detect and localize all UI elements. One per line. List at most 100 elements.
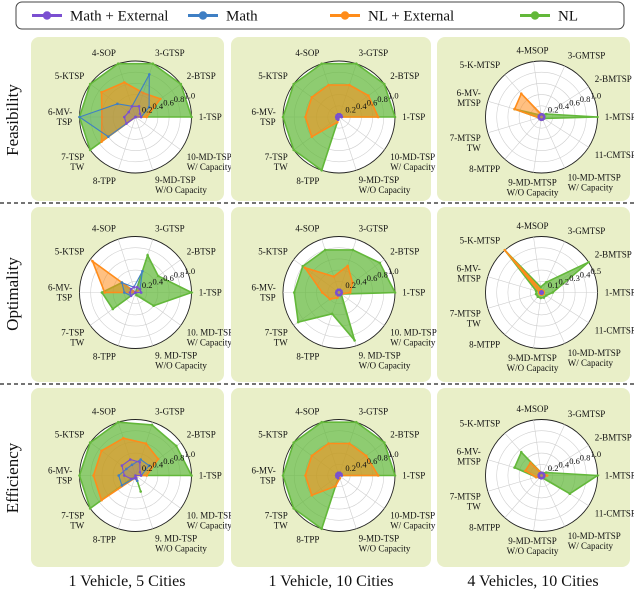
series-point	[146, 253, 149, 257]
radial-tick-label: 0.4	[356, 460, 367, 470]
series-point	[336, 476, 340, 480]
series-point	[296, 320, 300, 324]
series-point	[337, 115, 341, 119]
radar-spoke	[338, 116, 357, 171]
radial-tick-label: 0.2	[142, 280, 153, 290]
series-point	[551, 291, 554, 294]
series-point	[338, 113, 342, 116]
axis-label: 3-GTSP	[155, 223, 185, 233]
axis-label: W/ Capacity	[390, 162, 436, 172]
axis-label: W/ Capacity	[187, 338, 233, 348]
series-point	[100, 291, 104, 294]
radial-tick-label: 0.6	[163, 98, 174, 108]
legend-label: NL	[558, 9, 578, 25]
axis-label: TW	[467, 318, 481, 328]
series-point	[100, 115, 104, 119]
axis-label: 7-TSP	[61, 328, 84, 338]
axis-label: 10-MD-TSP	[390, 511, 435, 521]
series-point	[134, 115, 137, 119]
radar-spoke	[533, 61, 542, 118]
series-point	[88, 507, 92, 510]
axis-label: 11-CMTSP	[595, 509, 634, 519]
radar-spoke	[117, 116, 136, 171]
series-point	[128, 291, 132, 294]
radial-tick-label: 0.2	[142, 105, 153, 115]
radial-tick-label: 0.4	[558, 460, 569, 470]
legend-marker	[198, 11, 208, 20]
series-point	[541, 291, 544, 295]
series-point	[304, 115, 307, 119]
legend-marker	[340, 11, 350, 20]
series-point	[539, 285, 542, 289]
radial-tick-label: 0.2	[548, 105, 559, 115]
axis-label: 10. MD-TSP	[390, 328, 437, 338]
radial-tick-label: 0.6	[367, 273, 378, 283]
axis-label: W/O Capacity	[155, 544, 207, 554]
radar-spoke	[541, 292, 589, 324]
series-point	[78, 474, 81, 477]
radial-tick-label: 0.8	[377, 94, 388, 104]
series-point	[100, 140, 103, 143]
series-point	[123, 291, 126, 294]
axis-label: TSP	[57, 293, 73, 303]
axis-label: 7-MTSP	[450, 308, 481, 318]
axis-label: W/ Capacity	[187, 162, 233, 172]
row-label: Feasibility	[3, 84, 22, 156]
radial-tick-label: 0.4	[356, 277, 367, 287]
series-point	[383, 441, 386, 444]
series-point	[393, 115, 397, 119]
series-point	[320, 62, 324, 65]
axis-label: 6-MV-	[457, 447, 481, 457]
radial-tick-label: 0.2	[548, 463, 559, 473]
axis-label: 10-MD-MTSP	[568, 173, 621, 183]
radial-tick-label: 1.0	[184, 449, 195, 459]
series-point	[145, 474, 148, 477]
series-point	[332, 275, 336, 278]
axis-label: 3-GTSP	[155, 406, 185, 416]
series-point	[536, 295, 540, 299]
axis-label: MTSP	[457, 274, 481, 284]
radial-tick-label: 0.6	[569, 456, 580, 466]
radial-tick-label: 0.3	[569, 273, 580, 283]
radial-tick-label: 0.8	[174, 94, 185, 104]
series-point	[125, 467, 128, 471]
series-point	[129, 458, 132, 461]
series-point	[544, 281, 548, 284]
axis-label: 6-MV-	[48, 107, 72, 117]
series-point	[338, 476, 342, 480]
radar-spoke	[338, 116, 385, 151]
axis-label: W/O Capacity	[507, 188, 559, 198]
radar-spoke	[541, 475, 566, 527]
legend-marker	[530, 11, 540, 20]
axis-label: TSP	[57, 117, 73, 127]
series-point	[520, 92, 523, 95]
series-point	[348, 83, 351, 87]
series-point	[334, 484, 337, 488]
axis-label: TW	[274, 338, 288, 348]
radial-tick-label: 0.2	[142, 463, 153, 473]
radial-tick-label: 0.8	[377, 453, 388, 463]
series-point	[348, 442, 351, 445]
radial-tick-label: 1.0	[590, 449, 601, 459]
axis-label: 9-MD-TSP	[359, 534, 400, 544]
series-point	[91, 259, 94, 263]
axis-label: 8-TPP	[93, 176, 116, 186]
axis-label: TW	[274, 521, 288, 531]
radar-spoke	[533, 237, 542, 293]
axis-label: TSP	[260, 117, 276, 127]
column-label: 4 Vehicles, 10 Cities	[467, 573, 598, 590]
axis-label: 11-CMTSP	[595, 150, 634, 160]
series-point	[127, 110, 130, 114]
axis-label: W/O Capacity	[359, 361, 411, 371]
series-point	[120, 484, 124, 487]
series-point	[338, 288, 342, 292]
axis-label: 5-KTSP	[258, 71, 288, 81]
series-point	[310, 454, 314, 458]
axis-label: 4-MSOP	[516, 404, 548, 414]
series-point	[393, 291, 397, 294]
radial-tick-label: 1.0	[388, 449, 399, 459]
series-point	[88, 82, 92, 86]
radar-spoke	[541, 65, 566, 118]
series-point	[503, 248, 507, 252]
series-point	[544, 471, 548, 474]
